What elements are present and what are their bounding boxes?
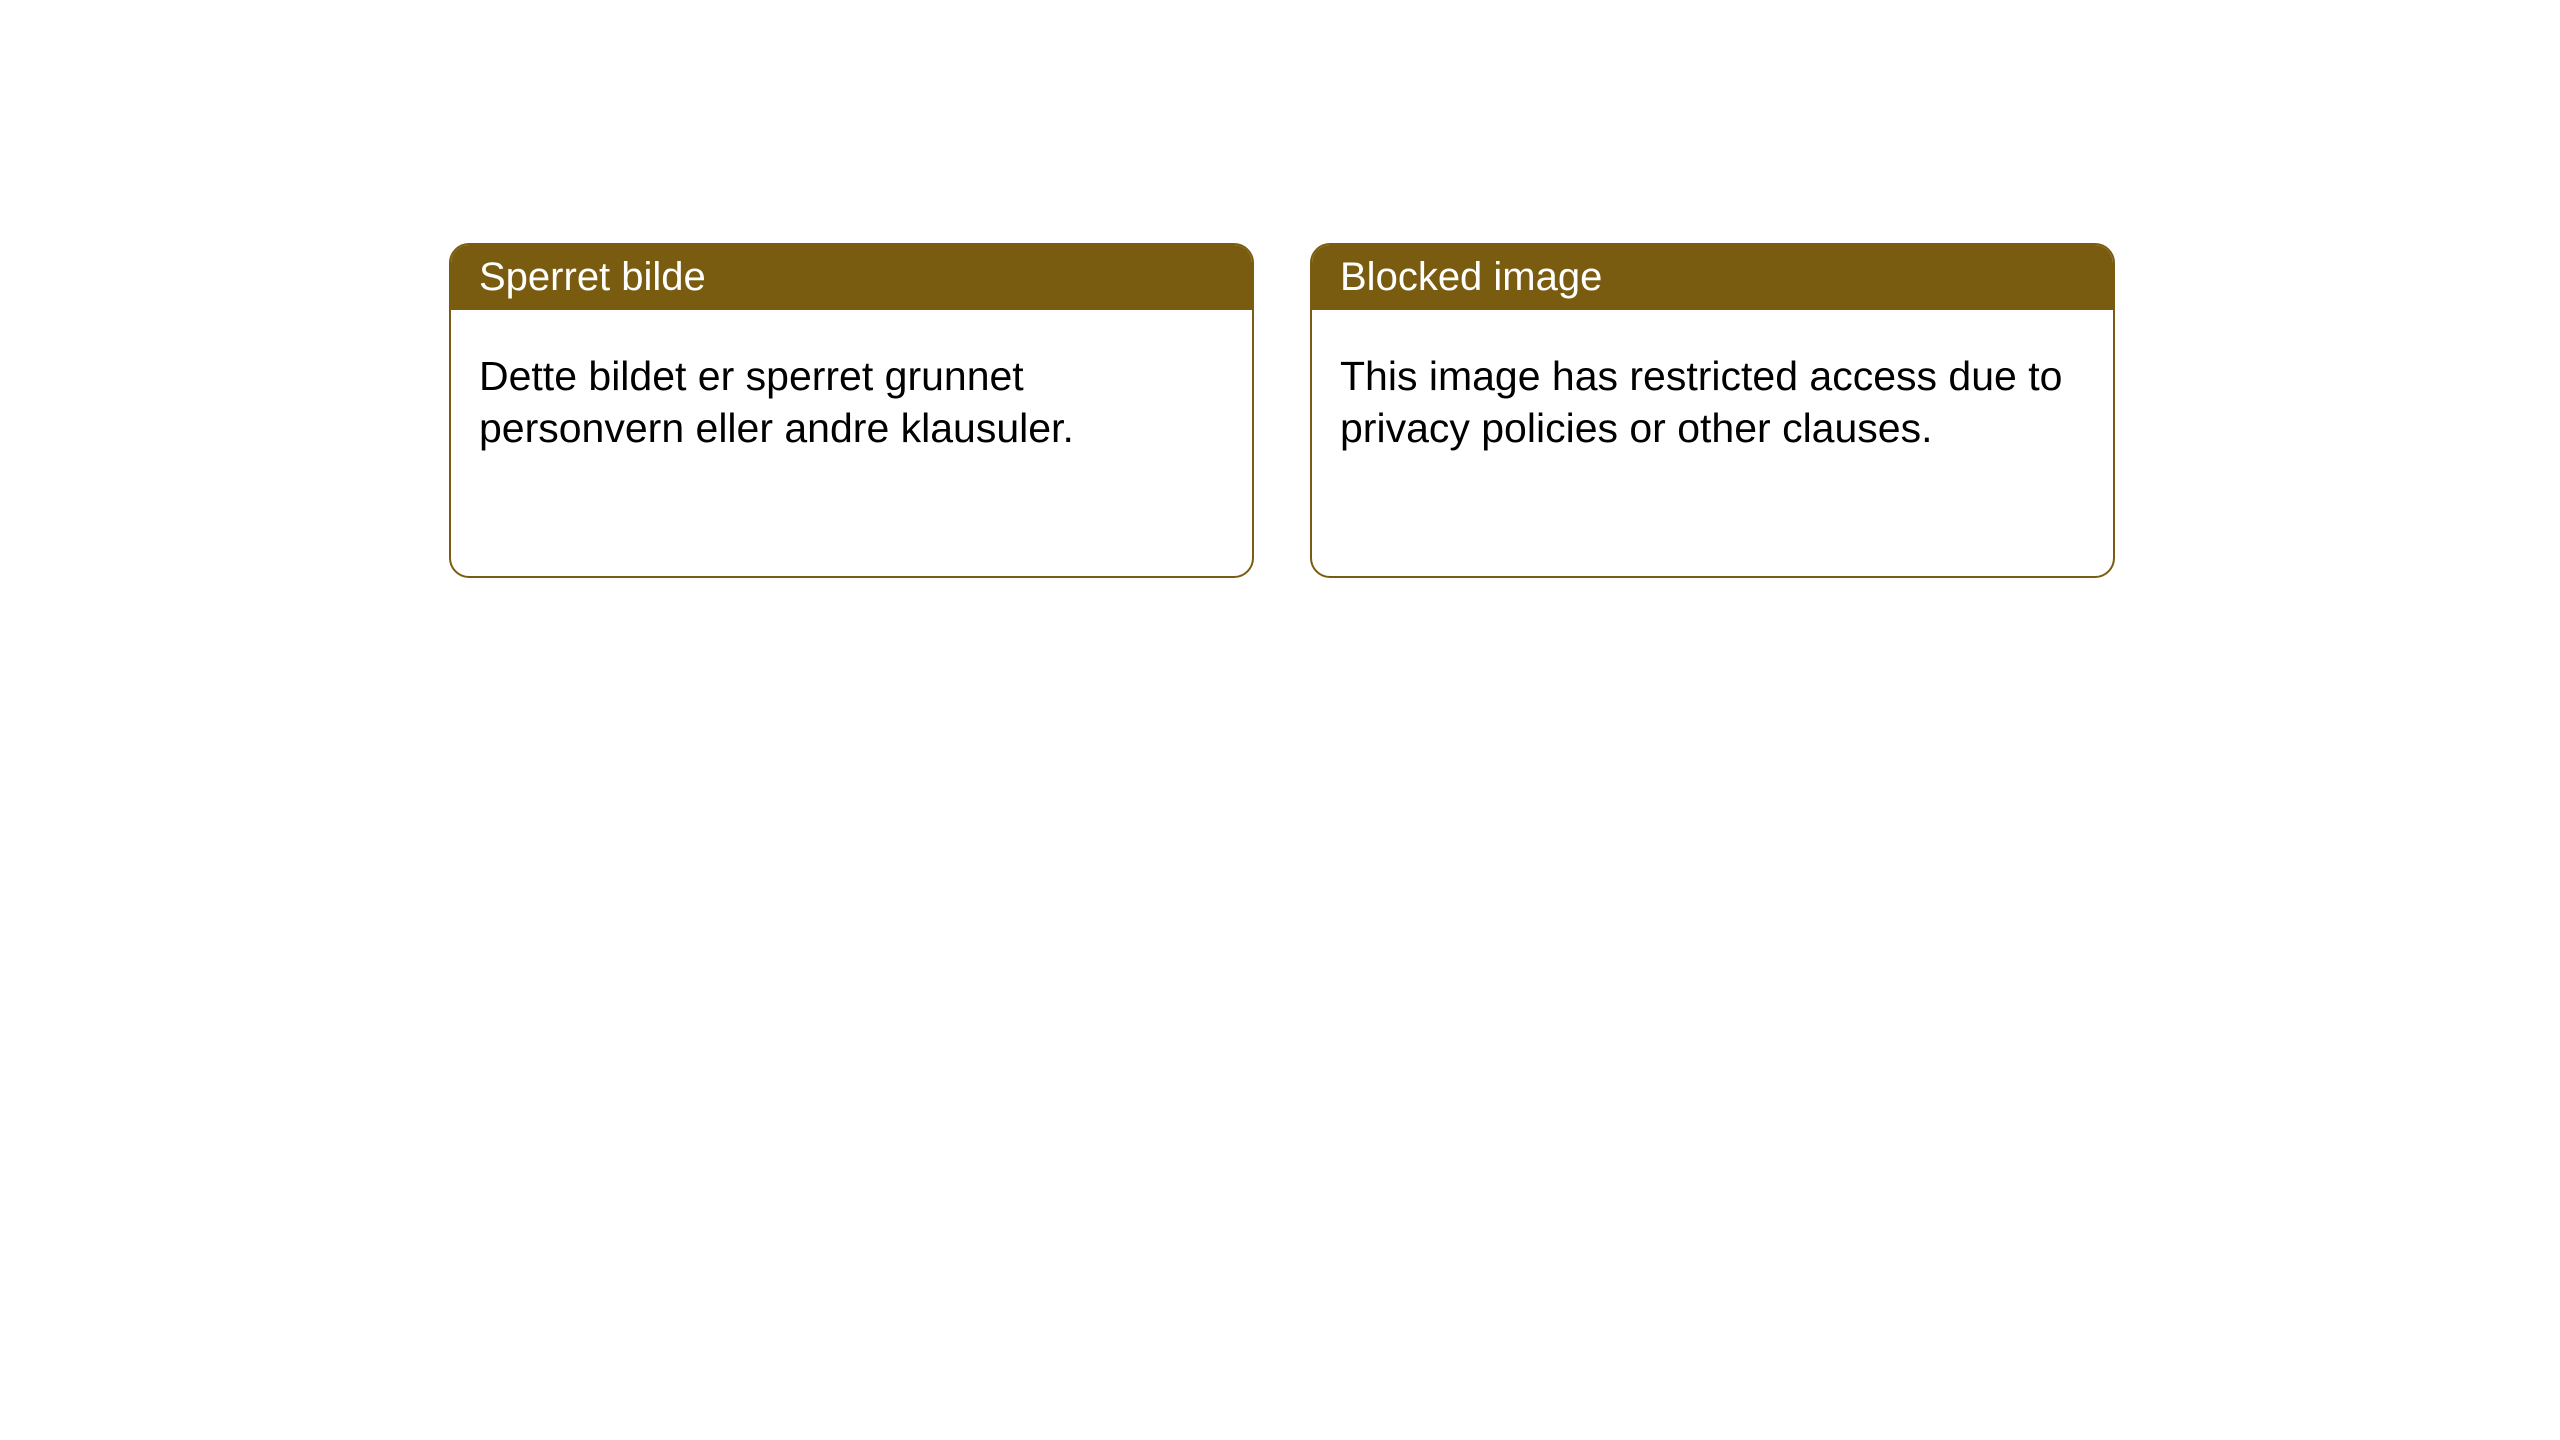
- card-header: Sperret bilde: [451, 245, 1252, 310]
- card-body: This image has restricted access due to …: [1312, 310, 2113, 495]
- card-body-text: Dette bildet er sperret grunnet personve…: [479, 353, 1074, 451]
- card-header: Blocked image: [1312, 245, 2113, 310]
- notice-card-norwegian: Sperret bilde Dette bildet er sperret gr…: [449, 243, 1254, 578]
- notice-card-english: Blocked image This image has restricted …: [1310, 243, 2115, 578]
- card-title: Blocked image: [1340, 255, 1602, 299]
- card-body-text: This image has restricted access due to …: [1340, 353, 2062, 451]
- card-body: Dette bildet er sperret grunnet personve…: [451, 310, 1252, 495]
- card-title: Sperret bilde: [479, 255, 706, 299]
- notice-cards-container: Sperret bilde Dette bildet er sperret gr…: [0, 0, 2560, 578]
